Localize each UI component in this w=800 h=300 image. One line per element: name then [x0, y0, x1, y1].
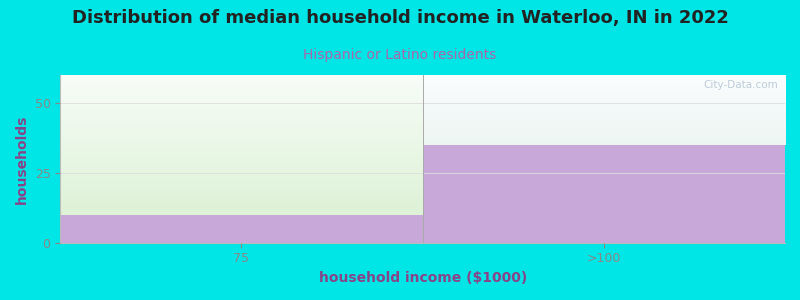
Text: City-Data.com: City-Data.com	[703, 80, 778, 90]
Y-axis label: households: households	[15, 114, 29, 203]
X-axis label: household income ($1000): household income ($1000)	[318, 271, 526, 285]
Text: Hispanic or Latino residents: Hispanic or Latino residents	[303, 48, 497, 62]
Bar	[60, 215, 422, 243]
Text: Distribution of median household income in Waterloo, IN in 2022: Distribution of median household income …	[71, 9, 729, 27]
Bar	[422, 145, 785, 243]
